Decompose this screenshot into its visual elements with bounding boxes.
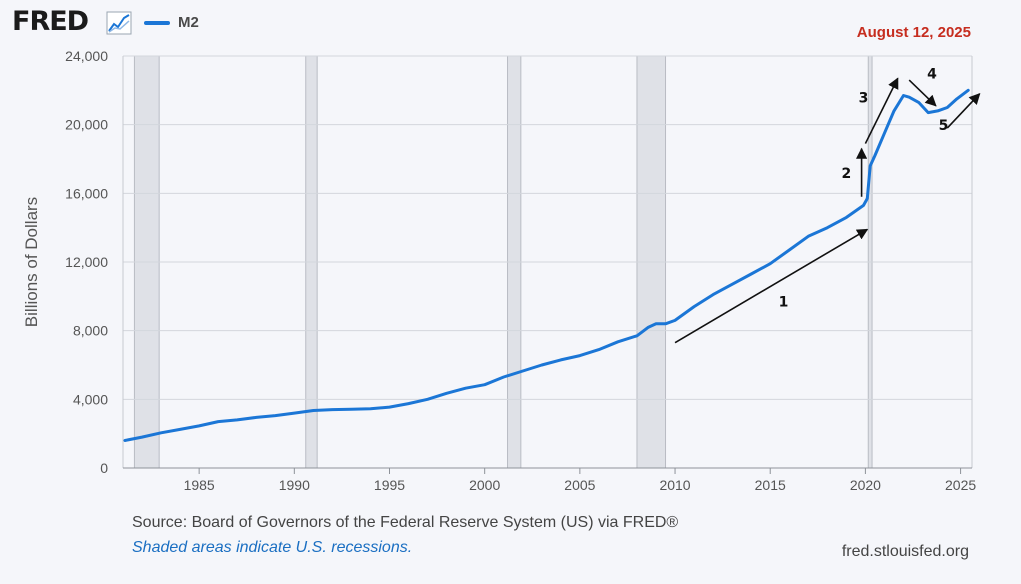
x-tick-label-2025: 2025	[945, 477, 976, 493]
x-tick-label-2005: 2005	[564, 477, 595, 493]
annotation-label-5: 5	[939, 118, 949, 134]
annotation-arrow-4	[908, 79, 937, 107]
legend-label-m2: M2	[178, 14, 199, 31]
y-tick-label-16000: 16,000	[65, 185, 108, 201]
x-tick-label-2010: 2010	[659, 477, 690, 493]
x-tick-label-1985: 1985	[184, 477, 215, 493]
annotation-label-4: 4	[927, 66, 937, 82]
y-tick-label-20000: 20,000	[65, 117, 108, 133]
fred-logo: FRED	[12, 6, 89, 37]
source-text: Source: Board of Governors of the Federa…	[132, 514, 679, 531]
y-tick-label-8000: 8,000	[73, 323, 108, 339]
y-tick-label-12000: 12,000	[65, 254, 108, 270]
chart-legend[interactable]: M2	[144, 14, 199, 31]
x-tick-label-1995: 1995	[374, 477, 405, 493]
recession-note: Shaded areas indicate U.S. recessions.	[132, 539, 413, 556]
chart-date: August 12, 2025	[856, 24, 971, 41]
legend-swatch	[144, 20, 170, 25]
x-tick-label-1990: 1990	[279, 477, 310, 493]
annotation-label-2: 2	[841, 166, 851, 182]
x-tick-label-2000: 2000	[469, 477, 500, 493]
annotation-arrow-3	[864, 77, 899, 144]
y-tick-label-24000: 24,000	[65, 48, 108, 64]
annotation-arrow-5	[946, 92, 981, 129]
x-tick-label-2015: 2015	[755, 477, 786, 493]
annotation-arrow-1	[674, 228, 869, 344]
annotation-label-3: 3	[859, 90, 869, 106]
series-line-m2	[123, 88, 970, 442]
annotation-label-1: 1	[779, 295, 789, 311]
y-tick-label-4000: 4,000	[73, 391, 108, 407]
fred-credit-link[interactable]: fred.stlouisfed.org	[841, 543, 969, 560]
trend-line-icon	[106, 11, 132, 35]
x-tick-label-2020: 2020	[850, 477, 881, 493]
y-tick-label-0: 0	[100, 460, 108, 476]
